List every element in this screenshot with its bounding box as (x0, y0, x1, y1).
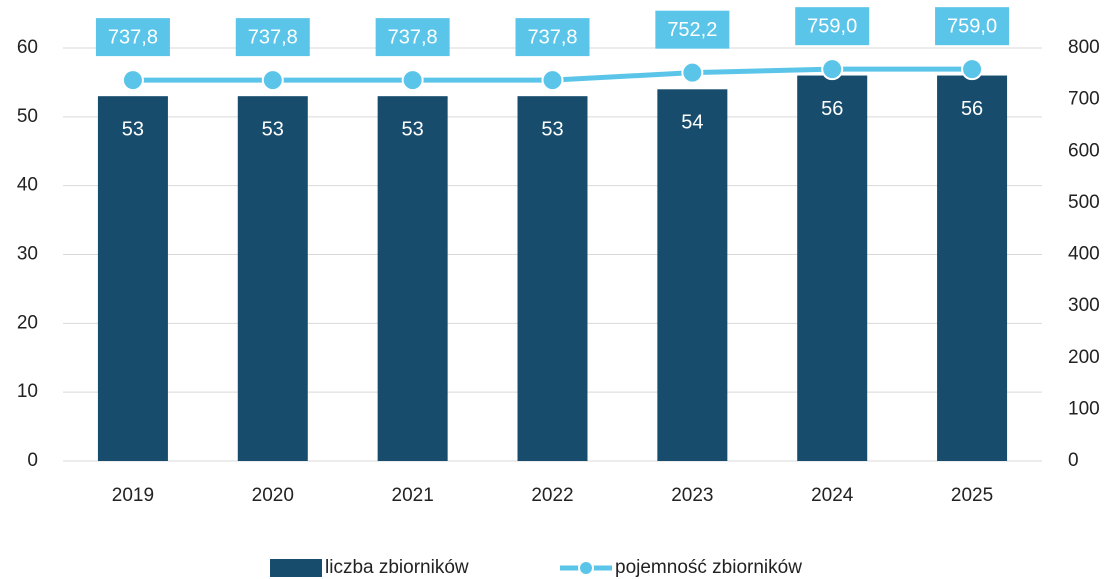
bar (797, 75, 868, 462)
y2-tick-label: 500 (1068, 192, 1100, 213)
line-value-label: 759,0 (807, 15, 857, 37)
y-tick-label: 20 (17, 312, 38, 333)
bar (377, 96, 448, 461)
bar-value-label: 53 (262, 118, 284, 140)
line-marker (821, 58, 844, 81)
line-value-label: 737,8 (388, 26, 438, 48)
x-tick-label: 2024 (811, 485, 854, 506)
x-tick-label: 2025 (951, 485, 993, 506)
bar-value-label: 54 (681, 112, 703, 134)
value-label-box (95, 18, 170, 57)
value-label-box (375, 18, 450, 57)
line-value-label: 737,8 (527, 26, 577, 48)
line-marker (261, 69, 284, 92)
x-tick-label: 2021 (392, 485, 434, 506)
bar (937, 75, 1008, 462)
y-tick-label: 40 (17, 175, 38, 196)
x-tick-label: 2019 (112, 485, 154, 506)
bar (517, 96, 588, 461)
y2-tick-label: 400 (1068, 244, 1100, 265)
line-value-label: 737,8 (248, 26, 298, 48)
value-label-box (655, 10, 730, 49)
line-marker (681, 61, 704, 84)
y2-tick-label: 100 (1068, 398, 1100, 419)
x-tick-label: 2023 (671, 485, 713, 506)
value-label-box (935, 7, 1010, 46)
value-label-box (235, 18, 310, 57)
line-value-label: 759,0 (947, 15, 997, 37)
value-label-box (795, 7, 870, 46)
legend-label: liczba zbiorników (325, 557, 469, 578)
legend-label: pojemność zbiorników (615, 557, 802, 578)
x-tick-label: 2020 (252, 485, 294, 506)
y2-tick-label: 600 (1068, 140, 1100, 161)
line-marker (961, 58, 984, 81)
y2-tick-label: 0 (1068, 450, 1079, 471)
line-value-label: 752,2 (667, 19, 717, 41)
y-tick-label: 10 (17, 381, 38, 402)
bar (97, 96, 168, 461)
line-value-label: 737,8 (108, 26, 158, 48)
bar-value-label: 53 (402, 118, 424, 140)
y-tick-label: 60 (17, 37, 38, 58)
y-tick-label: 50 (17, 106, 38, 127)
line-marker (541, 69, 564, 92)
y-tick-label: 30 (17, 244, 38, 265)
y-tick-label: 0 (27, 450, 38, 471)
bar (237, 96, 308, 461)
y2-tick-label: 200 (1068, 347, 1100, 368)
y2-tick-label: 300 (1068, 295, 1100, 316)
bar-value-label: 53 (541, 118, 563, 140)
bar (657, 89, 728, 462)
x-tick-label: 2022 (531, 485, 573, 506)
bar-value-label: 56 (961, 98, 983, 120)
bar-value-label: 53 (122, 118, 144, 140)
bar-value-label: 56 (821, 98, 843, 120)
value-label-box (515, 18, 590, 57)
legend-marker (578, 560, 594, 576)
legend-swatch (270, 559, 322, 577)
line-marker (121, 69, 144, 92)
y2-tick-label: 700 (1068, 89, 1100, 110)
y2-tick-label: 800 (1068, 37, 1100, 58)
line-marker (401, 69, 424, 92)
